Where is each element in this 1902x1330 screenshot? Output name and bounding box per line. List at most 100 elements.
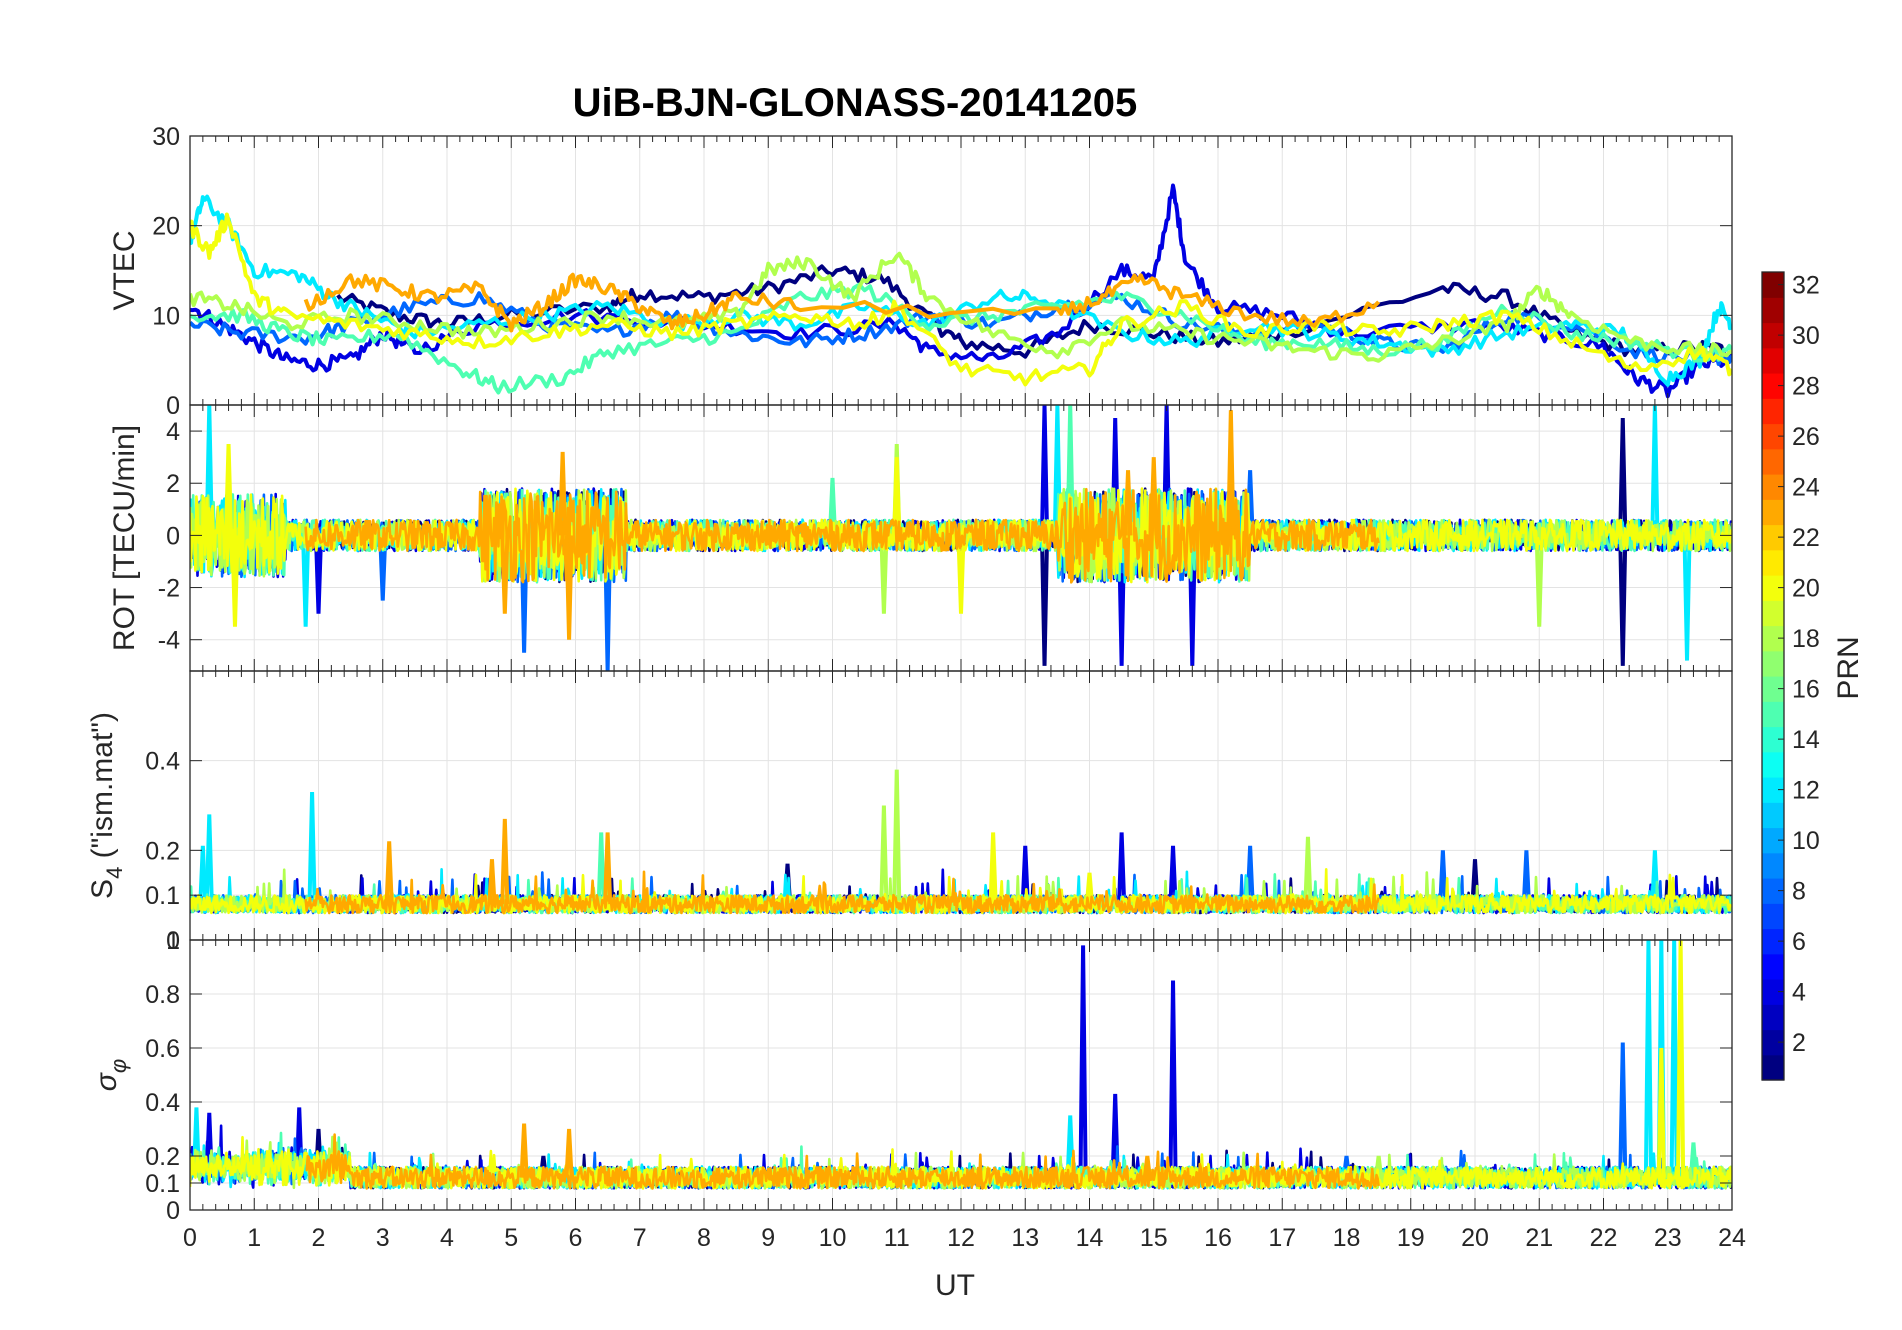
sigma-spike-prn-20 [1676, 940, 1686, 1178]
s4-spike-prn-20 [1084, 872, 1095, 905]
x-tick-label: 10 [819, 1224, 847, 1252]
y-tick-label: 0.1 [145, 882, 180, 910]
vtec-line-prn-15 [190, 282, 1732, 395]
x-tick-label: 3 [376, 1224, 390, 1252]
s4-spike-prn-12 [204, 814, 214, 905]
rot-spike-prn-12 [204, 405, 214, 536]
x-axis-label: UT [935, 1269, 975, 1302]
x-tick-label: 16 [1204, 1224, 1232, 1252]
s4-spike-prn-18 [892, 769, 902, 905]
colorbar-segment [1762, 1004, 1784, 1031]
x-tick-label: 11 [884, 1224, 910, 1252]
rot-spike-prn-4 [1039, 405, 1050, 536]
x-tick-label: 9 [761, 1224, 775, 1252]
rot-spike-prn-12 [1650, 405, 1660, 536]
panel-1: 0 10 20 30 VTEC [108, 123, 1733, 420]
panel-series [190, 940, 1732, 1190]
sigma-spike-prn-12 [1643, 940, 1654, 1178]
colorbar-segment [1762, 676, 1784, 702]
x-tick-label: 12 [947, 1224, 975, 1252]
rot-spike-prn-15 [1065, 405, 1075, 536]
colorbar-segment [1762, 827, 1784, 854]
y-tick-label: 0 [166, 392, 180, 420]
sigma-spike-prn-23 [564, 1128, 574, 1178]
x-tick-label: 2 [312, 1224, 326, 1252]
sigma-spike-prn-23 [519, 1123, 529, 1178]
panel-series [190, 769, 1732, 915]
x-tick-label: 15 [1140, 1224, 1168, 1252]
rot-spike-prn-12 [301, 535, 311, 627]
y-tick-label: 1 [166, 927, 180, 955]
y-axis-label: σφ [90, 1059, 131, 1091]
sigma-spike-prn-8 [1618, 1042, 1628, 1178]
x-tick-label: 1 [247, 1224, 261, 1252]
rot-spike-prn-23 [500, 535, 510, 614]
colorbar-segment [1762, 524, 1784, 551]
rot-spike-prn-23 [1123, 470, 1133, 536]
colorbar-segment [1762, 474, 1784, 500]
colorbar-frame [1761, 271, 1785, 1081]
rot-spike-prn-12 [1682, 535, 1692, 661]
colorbar-tick-label: 24 [1792, 474, 1820, 502]
y-tick-label: 10 [152, 302, 180, 330]
rot-spike-prn-1 [1618, 417, 1628, 536]
s4-spike-prn-12 [198, 845, 208, 905]
colorbar-tick-label: 2 [1792, 1029, 1806, 1057]
sigma-spike-prn-4 [1078, 945, 1088, 1178]
colorbar-segment [1762, 777, 1784, 803]
sigma-spike-prn-15 [1688, 1142, 1699, 1178]
s4-spike-prn-18 [879, 805, 889, 905]
colorbar-segment [1762, 549, 1784, 576]
colorbar-tick-label: 14 [1792, 726, 1820, 754]
x-tick-label: 22 [1590, 1224, 1618, 1252]
s4-spike-prn-20 [988, 832, 998, 905]
s4-spike-prn-12 [307, 792, 317, 905]
rot-spike-prn-18 [1534, 535, 1544, 627]
panel-series [190, 183, 1732, 399]
rot-spike-prn-20 [956, 535, 966, 614]
rot-spike-prn-1 [1039, 535, 1050, 666]
colorbar-tick-label: 8 [1792, 878, 1806, 906]
vtec-line-prn-18 [190, 251, 1732, 363]
colorbar-segment [1762, 903, 1784, 930]
colorbar-tick-label: 26 [1792, 423, 1820, 451]
s4-spike-prn-23 [603, 832, 613, 905]
colorbar-segment [1762, 398, 1784, 425]
y-tick-label: 0.4 [145, 1089, 180, 1117]
x-tick-label: 20 [1461, 1224, 1489, 1252]
rot-spike-prn-8 [378, 535, 388, 601]
sigma-line-prn-23 [305, 1133, 1380, 1190]
x-tick-label: 23 [1654, 1224, 1682, 1252]
x-tick-label: 7 [633, 1224, 647, 1252]
x-tick-label: 13 [1011, 1224, 1039, 1252]
colorbar-segment [1762, 625, 1784, 652]
y-tick-label: 4 [166, 418, 180, 446]
sigma-spike-prn-23 [1142, 1155, 1152, 1178]
s4-line-prn-23 [304, 870, 1380, 915]
rot-spike-prn-20 [230, 535, 240, 627]
rot-spike-prn-12 [1052, 405, 1062, 536]
y-tick-label: 0 [166, 927, 180, 955]
y-tick-label: 0.2 [145, 1143, 180, 1171]
colorbar-segment [1762, 322, 1784, 349]
y-tick-label: -4 [158, 627, 180, 655]
x-tick-label: 4 [440, 1224, 454, 1252]
rot-spike-prn-1 [1618, 535, 1628, 666]
y-axis-label-sub: 4 [102, 867, 127, 879]
s4-spike-prn-4 [1020, 845, 1030, 905]
colorbar-segment [1762, 423, 1784, 450]
colorbar-segment [1762, 297, 1784, 324]
x-tick-label: 6 [569, 1224, 583, 1252]
colorbar-label: PRN [1832, 636, 1865, 699]
y-axis-label: VTEC [108, 230, 141, 310]
colorbar-tick-label: 10 [1792, 827, 1820, 855]
s4-spike-prn-4 [1117, 832, 1127, 905]
x-tick-label: 0 [183, 1224, 197, 1252]
x-tick-label: 5 [504, 1224, 518, 1252]
colorbar-tick-label: 32 [1792, 272, 1820, 300]
colorbar-tick-label: 22 [1792, 524, 1820, 552]
colorbar-segment [1762, 751, 1784, 778]
y-axis-label-main: σ [90, 1071, 123, 1091]
